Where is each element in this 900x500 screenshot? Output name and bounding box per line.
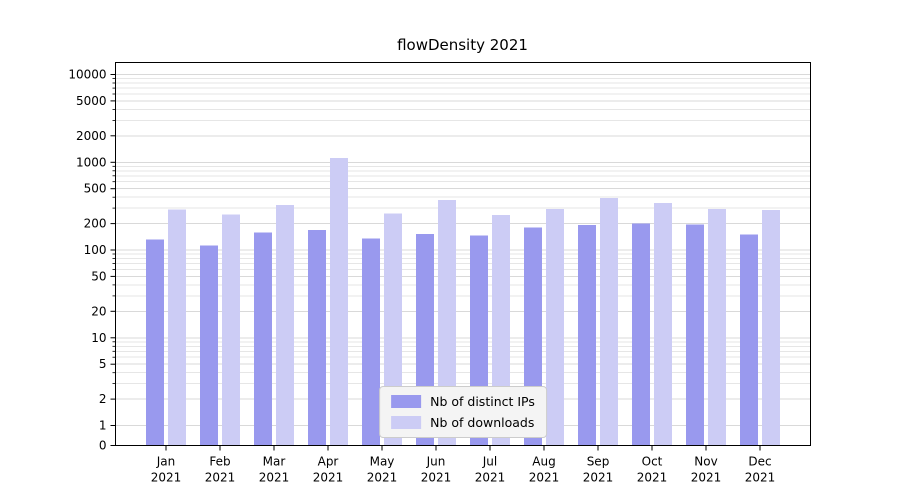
y-tick-label: 2000 bbox=[76, 129, 107, 143]
bar-distinct-ips-9 bbox=[632, 223, 650, 446]
bar-downloads-2 bbox=[276, 205, 294, 446]
bar-distinct-ips-10 bbox=[686, 224, 704, 446]
x-tick-label-year: 2021 bbox=[475, 471, 506, 485]
bar-distinct-ips-11 bbox=[740, 234, 758, 446]
x-tick-label-year: 2021 bbox=[637, 471, 668, 485]
y-tick-label: 1000 bbox=[76, 155, 107, 169]
bar-downloads-0 bbox=[168, 209, 186, 446]
bar-distinct-ips-8 bbox=[578, 225, 596, 446]
x-tick-label-year: 2021 bbox=[421, 471, 452, 485]
x-tick-label-month: Dec bbox=[748, 455, 771, 469]
legend-item-downloads: Nb of downloads bbox=[391, 415, 535, 430]
y-tick-label: 500 bbox=[84, 182, 107, 196]
legend-swatch-downloads bbox=[391, 416, 422, 429]
legend-swatch-distinct-ips bbox=[391, 395, 422, 408]
bar-downloads-5 bbox=[438, 200, 456, 446]
x-tick-label-month: Aug bbox=[532, 455, 555, 469]
x-tick-label-month: Apr bbox=[318, 455, 339, 469]
bar-downloads-7 bbox=[546, 208, 564, 446]
x-tick-label-year: 2021 bbox=[745, 471, 776, 485]
y-tick-label: 200 bbox=[84, 217, 107, 231]
x-tick-label-month: Nov bbox=[694, 455, 717, 469]
bar-downloads-8 bbox=[600, 198, 618, 446]
x-tick-label-month: Jun bbox=[426, 455, 446, 469]
chart-title: flowDensity 2021 bbox=[397, 36, 528, 54]
x-tick-label-year: 2021 bbox=[151, 471, 182, 485]
plot-border bbox=[115, 62, 811, 446]
bar-downloads-3 bbox=[330, 157, 348, 446]
legend-label-distinct-ips: Nb of distinct IPs bbox=[430, 394, 535, 409]
bar-distinct-ips-3 bbox=[308, 229, 326, 446]
x-tick-label-year: 2021 bbox=[583, 471, 614, 485]
y-tick-label: 20 bbox=[91, 304, 106, 318]
bar-distinct-ips-4 bbox=[362, 238, 380, 446]
x-tick-label-month: Sep bbox=[587, 455, 610, 469]
x-tick-label-year: 2021 bbox=[529, 471, 560, 485]
x-tick-label-month: Mar bbox=[263, 455, 286, 469]
y-tick-label: 5 bbox=[99, 357, 107, 371]
y-tick-label: 1 bbox=[99, 419, 107, 433]
bar-distinct-ips-1 bbox=[200, 245, 218, 446]
y-tick-label: 10 bbox=[91, 331, 106, 345]
bar-distinct-ips-0 bbox=[146, 239, 164, 446]
legend: Nb of distinct IPs Nb of downloads bbox=[379, 386, 547, 438]
y-tick-label: 2 bbox=[99, 392, 107, 406]
y-tick-label: 100 bbox=[84, 243, 107, 257]
x-tick-label-month: May bbox=[370, 455, 395, 469]
bar-distinct-ips-2 bbox=[254, 232, 272, 446]
y-tick-label: 10000 bbox=[68, 68, 106, 82]
x-tick-label-year: 2021 bbox=[691, 471, 722, 485]
y-tick-label: 0 bbox=[99, 439, 107, 453]
x-tick-label-year: 2021 bbox=[259, 471, 290, 485]
bar-downloads-9 bbox=[654, 202, 672, 446]
x-tick-label-year: 2021 bbox=[367, 471, 398, 485]
bar-downloads-10 bbox=[708, 208, 726, 446]
legend-item-distinct-ips: Nb of distinct IPs bbox=[391, 394, 535, 409]
x-tick-label-month: Jan bbox=[156, 455, 176, 469]
x-tick-label-month: Feb bbox=[209, 455, 230, 469]
y-tick-label: 50 bbox=[91, 269, 106, 283]
x-tick-label-year: 2021 bbox=[205, 471, 236, 485]
legend-label-downloads: Nb of downloads bbox=[430, 415, 535, 430]
y-tick-label: 5000 bbox=[76, 94, 107, 108]
bar-downloads-1 bbox=[222, 214, 240, 446]
x-tick-label-month: Oct bbox=[642, 455, 663, 469]
x-tick-label-month: Jul bbox=[482, 455, 497, 469]
x-tick-label-year: 2021 bbox=[313, 471, 344, 485]
bar-downloads-11 bbox=[762, 210, 780, 446]
